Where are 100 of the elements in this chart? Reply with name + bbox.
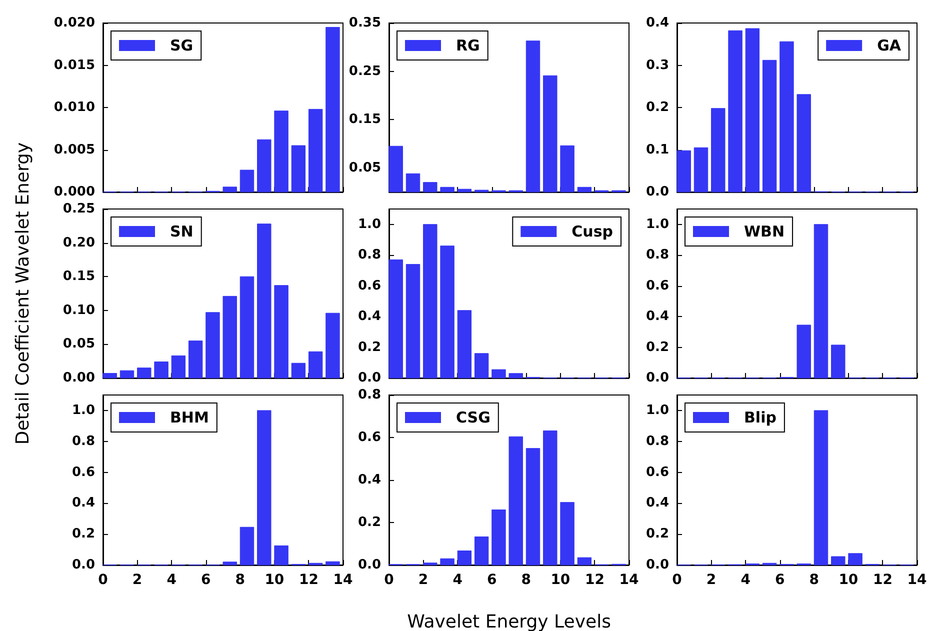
bar bbox=[814, 410, 828, 566]
bar bbox=[222, 186, 237, 192]
bar bbox=[728, 30, 742, 192]
y-tick-label: 0.25 bbox=[62, 202, 95, 216]
bar bbox=[154, 362, 168, 378]
y-tick-label: 0.0 bbox=[358, 370, 381, 386]
bar bbox=[326, 26, 340, 192]
bar bbox=[780, 41, 794, 192]
bar bbox=[848, 553, 862, 566]
x-tick-label: 6 bbox=[774, 572, 785, 588]
bar bbox=[814, 224, 828, 378]
bar bbox=[406, 264, 420, 378]
y-tick-label: 0.3 bbox=[646, 58, 669, 73]
y-tick-label: 0.25 bbox=[348, 64, 381, 79]
y-tick-label: 0.2 bbox=[358, 515, 381, 530]
y-tick-label: 0.4 bbox=[72, 496, 95, 511]
bar bbox=[308, 351, 323, 378]
bar bbox=[388, 259, 403, 378]
y-tick-label: 1.0 bbox=[646, 216, 669, 232]
bar bbox=[274, 110, 288, 192]
y-tick-label: 0.05 bbox=[62, 336, 95, 352]
bar bbox=[240, 526, 254, 566]
x-tick-label: 14 bbox=[619, 572, 639, 588]
legend-label: BHM bbox=[170, 408, 209, 426]
bar bbox=[560, 502, 574, 566]
bar bbox=[492, 510, 506, 566]
y-tick-label: 0.010 bbox=[54, 100, 95, 115]
bar bbox=[508, 373, 523, 378]
bar bbox=[694, 147, 708, 192]
y-tick-label: 0.10 bbox=[62, 302, 95, 318]
y-tick-label: 0.2 bbox=[72, 526, 95, 542]
x-tick-label: 2 bbox=[706, 572, 716, 588]
bar bbox=[543, 75, 558, 192]
bar bbox=[406, 173, 420, 192]
y-tick-label: 0.8 bbox=[358, 248, 381, 263]
bar bbox=[508, 436, 523, 566]
bar bbox=[560, 145, 574, 192]
x-tick-label: 10 bbox=[838, 572, 858, 588]
bar bbox=[257, 139, 272, 192]
legend-label: SG bbox=[170, 36, 194, 54]
y-tick-label: 0.4 bbox=[358, 309, 381, 324]
y-tick-label: 0.8 bbox=[646, 434, 669, 449]
x-tick-label: 0 bbox=[384, 572, 394, 588]
y-tick-label: 0.6 bbox=[646, 278, 669, 294]
bar bbox=[257, 224, 272, 378]
x-tick-label: 12 bbox=[584, 572, 604, 588]
y-tick-label: 0.0 bbox=[646, 370, 669, 386]
bar bbox=[474, 353, 489, 378]
y-tick-label: 0.0 bbox=[646, 558, 669, 572]
bar bbox=[676, 150, 691, 192]
bar bbox=[137, 368, 152, 378]
legend-label: CSG bbox=[456, 408, 490, 426]
x-tick-label: 6 bbox=[200, 572, 211, 588]
y-tick-label: 0.2 bbox=[646, 340, 669, 355]
x-tick-label: 4 bbox=[452, 572, 463, 588]
y-tick-label: 0.20 bbox=[62, 235, 95, 250]
legend-label: Blip bbox=[744, 408, 777, 426]
legend-label: SN bbox=[170, 222, 194, 240]
bar bbox=[457, 310, 472, 378]
x-tick-label: 14 bbox=[907, 572, 927, 588]
bar bbox=[326, 312, 340, 378]
bar bbox=[308, 108, 323, 192]
bar bbox=[474, 536, 489, 566]
legend-label: Cusp bbox=[572, 222, 614, 240]
y-tick-label: 0.4 bbox=[646, 496, 669, 511]
bar bbox=[423, 562, 438, 566]
bar bbox=[326, 561, 340, 566]
x-tick-label: 14 bbox=[333, 572, 353, 588]
bar bbox=[120, 370, 134, 378]
bar bbox=[291, 145, 306, 192]
bar bbox=[577, 186, 592, 192]
y-tick-label: 1.0 bbox=[72, 402, 95, 418]
bar bbox=[257, 410, 272, 566]
y-tick-label: 0.020 bbox=[54, 16, 95, 30]
x-tick-label: 2 bbox=[418, 572, 428, 588]
y-tick-label: 0.000 bbox=[54, 184, 95, 200]
bar bbox=[440, 246, 454, 378]
y-tick-label: 0.35 bbox=[348, 16, 381, 30]
y-tick-label: 0.4 bbox=[358, 472, 381, 488]
x-tick-label: 0 bbox=[672, 572, 682, 588]
x-tick-label: 12 bbox=[298, 572, 318, 588]
bar bbox=[274, 545, 288, 566]
x-tick-label: 10 bbox=[550, 572, 570, 588]
y-tick-label: 0.2 bbox=[646, 526, 669, 542]
bar bbox=[457, 188, 472, 192]
bar bbox=[206, 312, 220, 378]
y-tick-label: 0.00 bbox=[62, 370, 95, 386]
bar bbox=[796, 324, 811, 378]
x-tick-label: 8 bbox=[521, 572, 532, 588]
x-tick-label: 12 bbox=[872, 572, 892, 588]
x-tick-label: 6 bbox=[486, 572, 497, 588]
y-tick-label: 0.6 bbox=[646, 464, 669, 480]
bar bbox=[440, 186, 454, 192]
y-tick-label: 1.0 bbox=[358, 216, 381, 232]
y-tick-label: 0.8 bbox=[646, 248, 669, 263]
bar bbox=[240, 170, 254, 192]
bar bbox=[457, 550, 472, 566]
y-tick-label: 0.0 bbox=[358, 558, 381, 572]
bar bbox=[831, 556, 846, 566]
bar bbox=[831, 344, 846, 378]
